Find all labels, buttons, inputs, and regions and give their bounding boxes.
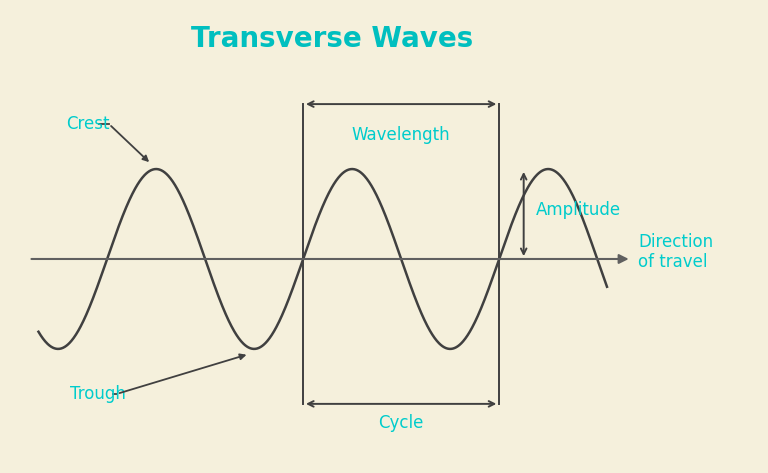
Text: Direction
of travel: Direction of travel — [638, 233, 713, 272]
Text: Cycle: Cycle — [379, 414, 424, 432]
Text: Wavelength: Wavelength — [352, 126, 451, 144]
Text: Transverse Waves: Transverse Waves — [191, 25, 474, 53]
Text: Crest: Crest — [66, 115, 109, 133]
Text: Amplitude: Amplitude — [535, 201, 621, 219]
Text: Trough: Trough — [70, 385, 126, 403]
